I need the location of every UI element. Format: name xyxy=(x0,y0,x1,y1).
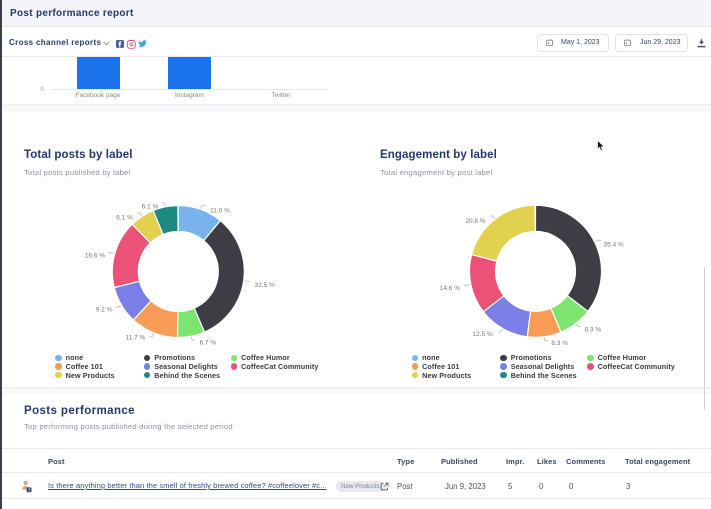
svg-text:35.4 %: 35.4 % xyxy=(604,241,624,248)
svg-text:20.8 %: 20.8 % xyxy=(465,218,485,225)
svg-text:11.7 %: 11.7 % xyxy=(126,335,146,342)
svg-text:6.1 %: 6.1 % xyxy=(142,203,159,210)
svg-text:11.0 %: 11.0 % xyxy=(210,208,230,215)
svg-text:9.2 %: 9.2 % xyxy=(96,307,113,314)
svg-text:6.7 %: 6.7 % xyxy=(200,339,217,346)
svg-text:8.3 %: 8.3 % xyxy=(551,340,568,347)
svg-text:f: f xyxy=(28,488,30,493)
svg-text:8.3 %: 8.3 % xyxy=(585,327,602,334)
svg-text:32.5 %: 32.5 % xyxy=(255,282,275,289)
svg-text:6.1 %: 6.1 % xyxy=(116,215,133,222)
svg-text:14.6 %: 14.6 % xyxy=(440,285,460,292)
svg-text:16.6 %: 16.6 % xyxy=(85,253,105,260)
svg-text:12.5 %: 12.5 % xyxy=(473,331,493,338)
